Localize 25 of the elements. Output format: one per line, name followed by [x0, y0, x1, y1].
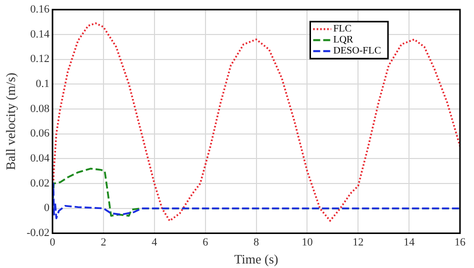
y-tick-label: 0.1 [36, 78, 50, 90]
y-tick-label: 0.04 [30, 152, 50, 165]
x-tick-label: 2 [100, 236, 106, 249]
y-tick-label: 0.06 [30, 128, 50, 140]
legend-label: LQR [333, 34, 354, 46]
x-tick-label: 6 [202, 236, 209, 249]
y-axis-title: Ball velocity (m/s) [3, 72, 18, 170]
x-tick-label: 8 [254, 236, 260, 249]
y-tick-label: 0.08 [30, 102, 50, 115]
legend-label: FLC [333, 24, 352, 35]
x-tick-label: 10 [302, 236, 314, 249]
y-tick-label: -0.02 [26, 227, 50, 240]
y-tick-label: 0.14 [30, 28, 50, 40]
y-tick-label: 0.02 [30, 177, 50, 190]
legend-label: DESO-FLC [333, 46, 382, 57]
y-tick-label: 0 [44, 202, 50, 214]
line-series [52, 22, 460, 222]
y-tick-label: 0.12 [30, 53, 50, 66]
line-series [52, 182, 460, 220]
x-tick-label: 4 [152, 236, 158, 249]
x-tick-label: 12 [352, 236, 364, 249]
x-tick-label: 16 [454, 236, 466, 249]
y-tick-label: 0.16 [30, 3, 50, 16]
x-axis-title: Time (s) [234, 252, 278, 267]
x-tick-label: 14 [404, 236, 416, 249]
